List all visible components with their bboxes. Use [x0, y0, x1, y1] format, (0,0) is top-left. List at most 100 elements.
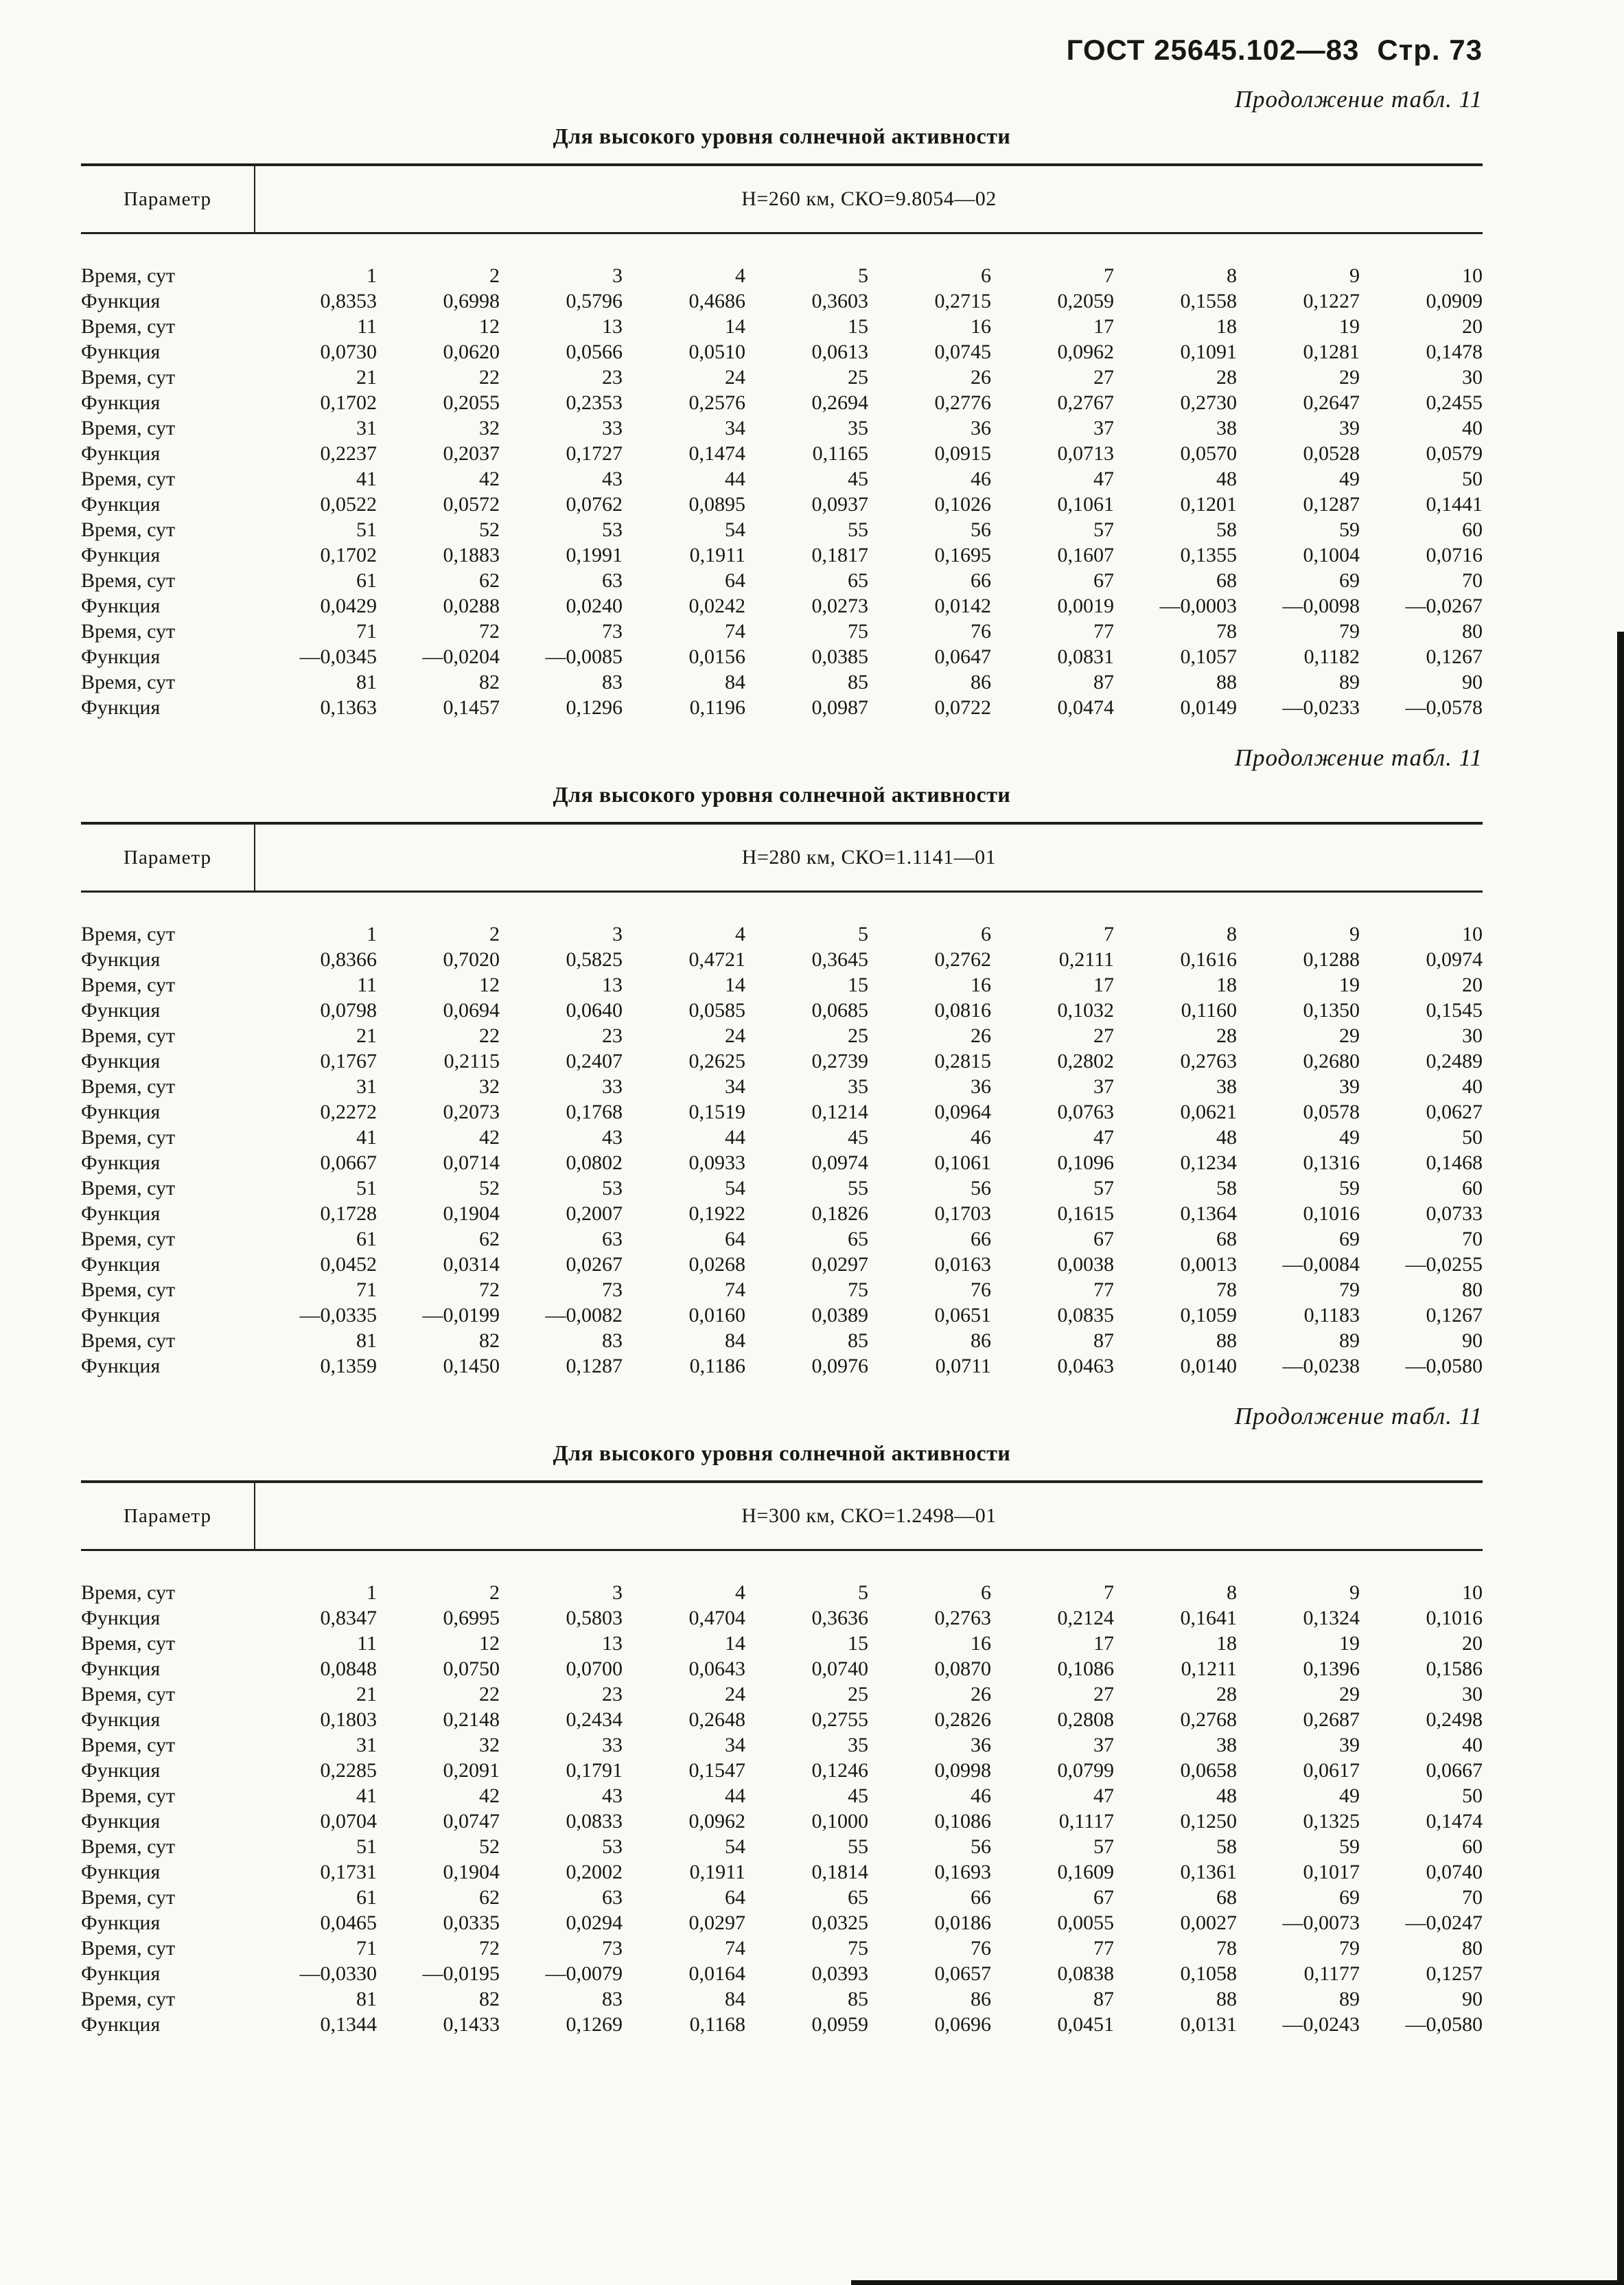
table-cell: 58 [1216, 1835, 1237, 1858]
table-cell: 88 [1216, 671, 1237, 693]
table-cell: 64 [725, 569, 745, 592]
table-cell: 17 [1093, 974, 1114, 996]
table-cell: 0,1791 [566, 1759, 623, 1782]
table-cell: 0,0962 [688, 1810, 746, 1833]
table-cell: 0,0750 [443, 1657, 500, 1680]
row-label: Функция [81, 1304, 161, 1327]
table-cell: 38 [1216, 1075, 1237, 1098]
table-cell: 88 [1216, 1988, 1237, 2010]
table-cell: 0,1519 [688, 1101, 746, 1123]
table-cell: 74 [725, 1278, 745, 1301]
table-cell: 0,1086 [934, 1810, 992, 1833]
table-cell: 8 [1227, 264, 1237, 287]
row-label: Функция [81, 696, 161, 719]
table-cell: 46 [971, 1784, 991, 1807]
table-cell: 0,2767 [1057, 391, 1115, 414]
table-row: Время, сут 41 42 43 44 45 46 47 48 49 50 [81, 1125, 1483, 1150]
table-cell: 0,1355 [1180, 544, 1238, 566]
table-cell: 0,0013 [1180, 1253, 1238, 1276]
table-cell: 26 [971, 1683, 991, 1706]
table-cell: 0,2007 [566, 1202, 623, 1225]
table-row: Функция 0,8353 0,6998 0,5796 0,4686 0,3603 0,2… [81, 288, 1483, 314]
table-cell: 0,1287 [566, 1355, 623, 1377]
table-cell: 0,1693 [934, 1861, 992, 1883]
table-cell: 67 [1093, 569, 1114, 592]
table-cell: 0,1641 [1180, 1607, 1238, 1629]
table-cell: 0,0621 [1180, 1101, 1238, 1123]
table-cell: 70 [1462, 569, 1483, 592]
table-cell: 0,2694 [811, 391, 869, 414]
table-cell: 0,0579 [1426, 442, 1483, 465]
scan-artifact-bottom-edge [851, 2280, 1624, 2285]
table-cell: 53 [602, 1835, 623, 1858]
table-cell: 54 [725, 518, 745, 541]
table-cell: 0,0976 [811, 1355, 869, 1377]
table-row: Функция 0,0848 0,0750 0,0700 0,0643 0,0740 0,0… [81, 1656, 1483, 1681]
table-cell: 87 [1093, 671, 1114, 693]
table-cell: 41 [356, 468, 377, 490]
table-row: Функция 0,0704 0,0747 0,0833 0,0962 0,1000 0,1… [81, 1809, 1483, 1834]
table-body: Время, сут 1 2 3 4 5 6 7 8 9 10 Функция 0,8347 0,6995… [81, 1551, 1483, 2043]
table-continuation: Продолжение табл. 11 [1234, 744, 1483, 771]
row-label: Функция [81, 391, 161, 414]
row-label: Функция [81, 1355, 161, 1377]
row-label: Время, сут [81, 366, 176, 389]
table-cell: 4 [735, 1581, 745, 1604]
table-cell: 0,1702 [320, 544, 378, 566]
table-cell: —0,0195 [422, 1962, 500, 1985]
table-cell: 0,0713 [1057, 442, 1115, 465]
table-cell: 0,2776 [934, 391, 992, 414]
table-cell: 75 [848, 1937, 868, 1960]
table-cell: —0,0098 [1282, 595, 1360, 617]
table-cell: 14 [725, 974, 745, 996]
table-cell: 79 [1339, 1937, 1360, 1960]
table-cell: 71 [356, 620, 377, 643]
table-cell: 0,1911 [689, 1861, 745, 1883]
table-cell: 0,1558 [1180, 290, 1238, 312]
table-cell: 50 [1462, 1126, 1483, 1149]
row-label: Время, сут [81, 1835, 176, 1858]
table-cell: 33 [602, 1075, 623, 1098]
table-cell: 0,0314 [443, 1253, 500, 1276]
table-cell: 0,0833 [566, 1810, 623, 1833]
data-table-h260: Параметр Н=260 км, СКО=9.8054—02 Время, … [81, 163, 1483, 726]
table-row: Время, сут 1 2 3 4 5 6 7 8 9 10 [81, 1580, 1483, 1605]
table-cell: 8 [1227, 923, 1237, 945]
row-label: Время, сут [81, 264, 176, 287]
table-cell: 0,2763 [1180, 1050, 1238, 1072]
table-cell: 35 [848, 417, 868, 439]
table-cell: 31 [356, 1734, 377, 1756]
table-cell: 0,1826 [811, 1202, 869, 1225]
table-cell: 9 [1349, 264, 1360, 287]
row-label: Время, сут [81, 1734, 176, 1756]
table-cell: 0,0268 [688, 1253, 746, 1276]
table-cell: 67 [1093, 1228, 1114, 1250]
table-cell: 0,0835 [1057, 1304, 1115, 1327]
table-cell: 0,0156 [688, 645, 746, 668]
table-cell: 0,4686 [688, 290, 746, 312]
table-cell: 49 [1339, 1126, 1360, 1149]
table-row: Функция 0,1728 0,1904 0,2007 0,1922 0,1826 0,1… [81, 1201, 1483, 1226]
table-cell: 0,0895 [688, 493, 746, 516]
table-header-row: Параметр Н=260 км, СКО=9.8054—02 [81, 163, 1483, 234]
table-cell: 10 [1462, 264, 1483, 287]
table-cell: 82 [479, 671, 500, 693]
table-cell: 0,0038 [1057, 1253, 1115, 1276]
table-cell: 0,0700 [566, 1657, 623, 1680]
table-cell: 11 [357, 1632, 377, 1655]
table-cell: 41 [356, 1784, 377, 1807]
document-page: ГОСТ 25645.102—83 Стр. 73 Продолжение таб… [81, 34, 1483, 2043]
table-cell: 0,0745 [934, 341, 992, 363]
row-label: Время, сут [81, 974, 176, 996]
condition-header: Н=300 км, СКО=1.2498—01 [741, 1504, 997, 1527]
table-cell: 1 [367, 1581, 377, 1604]
table-cell: 33 [602, 1734, 623, 1756]
table-cell: 29 [1339, 1024, 1360, 1047]
table-cell: 12 [479, 1632, 500, 1655]
table-cell: 0,1096 [1057, 1151, 1115, 1174]
table-cell: 30 [1462, 1683, 1483, 1706]
table-cell: 51 [356, 1177, 377, 1199]
table-cell: 47 [1093, 1126, 1114, 1149]
table-cell: 0,1061 [934, 1151, 992, 1174]
table-cell: 60 [1462, 1177, 1483, 1199]
